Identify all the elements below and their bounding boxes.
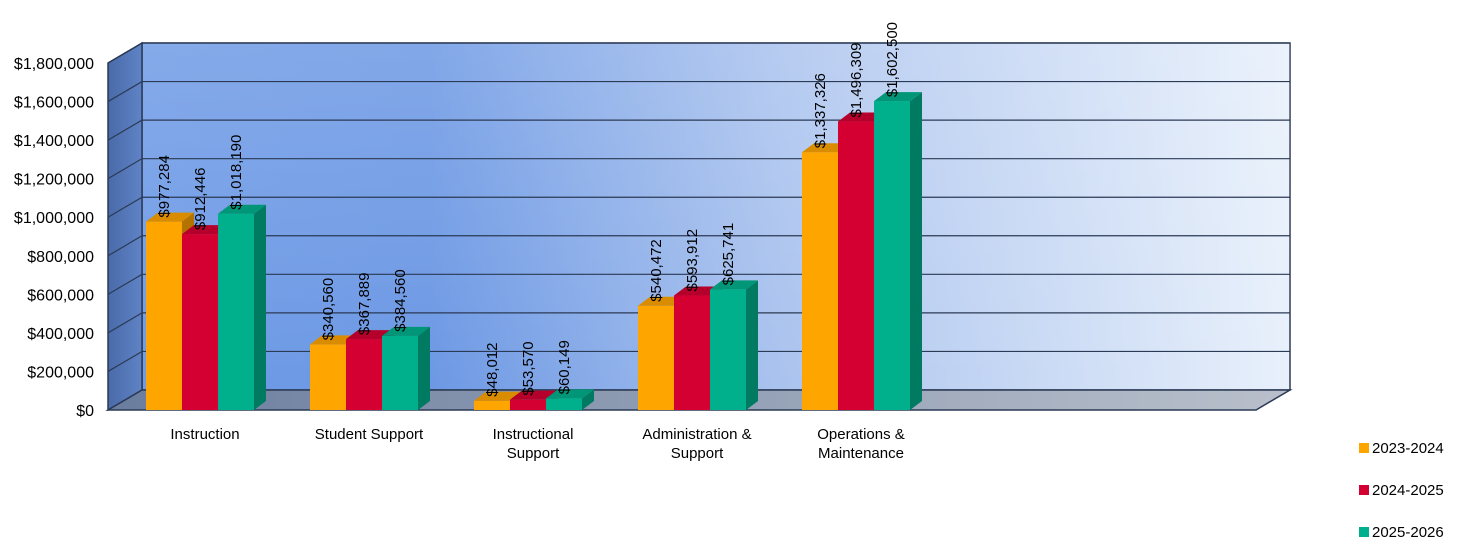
- y-tick-label: $1,800,000: [14, 56, 94, 73]
- y-tick-label: $400,000: [27, 326, 94, 343]
- data-label: $1,496,309: [848, 42, 865, 117]
- x-tick-label: Support: [671, 445, 724, 462]
- x-tick-label: Operations &: [817, 426, 905, 443]
- data-label: $1,018,190: [228, 135, 245, 210]
- legend-label: 2024-2025: [1372, 482, 1444, 499]
- y-tick-label: $1,400,000: [14, 133, 94, 150]
- bar: [546, 398, 582, 410]
- data-label: $48,012: [484, 343, 501, 397]
- bar: [510, 399, 546, 410]
- data-label: $367,889: [356, 273, 373, 336]
- bar-side: [418, 326, 430, 410]
- bar-top: [510, 390, 558, 400]
- bar: [146, 221, 182, 410]
- x-tick-label: Instructional: [493, 426, 574, 443]
- bar-top: [546, 389, 594, 399]
- y-tick-label: $1,200,000: [14, 172, 94, 189]
- y-tick-label: $0: [76, 403, 94, 420]
- data-label: $625,741: [720, 223, 737, 286]
- bar: [346, 339, 382, 410]
- bar: [218, 213, 254, 410]
- bar-side: [746, 280, 758, 410]
- y-tick-label: $200,000: [27, 364, 94, 381]
- data-labels: $977,284 $912,446 $1,018,190 $340,560 $367,8…: [156, 22, 901, 397]
- legend-swatch: [1359, 485, 1369, 495]
- bar: [310, 344, 346, 410]
- bar: [674, 295, 710, 410]
- bars: [146, 92, 922, 411]
- y-tick-label: $800,000: [27, 249, 94, 266]
- bar-top: [382, 326, 430, 336]
- x-tick-label: Administration &: [642, 426, 751, 443]
- legend-label: 2025-2026: [1372, 524, 1444, 541]
- data-label: $912,446: [192, 168, 209, 231]
- legend-swatch: [1359, 527, 1369, 537]
- x-tick-label: Maintenance: [818, 445, 904, 462]
- x-tick-label: Support: [507, 445, 560, 462]
- data-label: $593,912: [684, 229, 701, 292]
- data-label: $1,602,500: [884, 22, 901, 97]
- legend-swatch: [1359, 443, 1369, 453]
- bar: [802, 152, 838, 410]
- bar-top: [874, 92, 922, 102]
- y-tick-label: $1,000,000: [14, 210, 94, 227]
- bar: [710, 289, 746, 410]
- legend-label: 2023-2024: [1372, 440, 1444, 457]
- y-tick-label: $600,000: [27, 287, 94, 304]
- bar-top: [218, 204, 266, 214]
- bar: [382, 335, 418, 410]
- data-label: $60,149: [556, 340, 573, 394]
- data-label: $540,472: [648, 239, 665, 302]
- data-label: $53,570: [520, 341, 537, 395]
- legend: 2023-2024 2024-2025 2025-2026: [1359, 440, 1444, 541]
- gridline: [107, 80, 1290, 103]
- bar: [474, 400, 510, 410]
- y-tick-label: $1,600,000: [14, 95, 94, 112]
- x-tick-label: Student Support: [315, 426, 424, 443]
- data-label: $1,337,326: [812, 73, 829, 148]
- gridline: [107, 42, 1290, 64]
- bar: [874, 101, 910, 410]
- bar-top: [474, 391, 522, 401]
- data-label: $340,560: [320, 278, 337, 341]
- bar: [838, 121, 874, 411]
- bar-top: [146, 212, 194, 222]
- bar: [182, 234, 218, 410]
- bar-side: [254, 204, 266, 410]
- bar: [638, 305, 674, 410]
- x-tick-label: Instruction: [170, 426, 239, 443]
- x-axis: Instruction Student Support Instructional S…: [170, 426, 904, 462]
- bar-top: [710, 280, 758, 290]
- bar-side: [910, 92, 922, 410]
- data-label: $384,560: [392, 269, 409, 332]
- y-axis: $0 $200,000 $400,000 $600,000 $800,000 $1,000…: [14, 56, 94, 420]
- data-label: $977,284: [156, 155, 173, 218]
- bar-side: [582, 389, 594, 410]
